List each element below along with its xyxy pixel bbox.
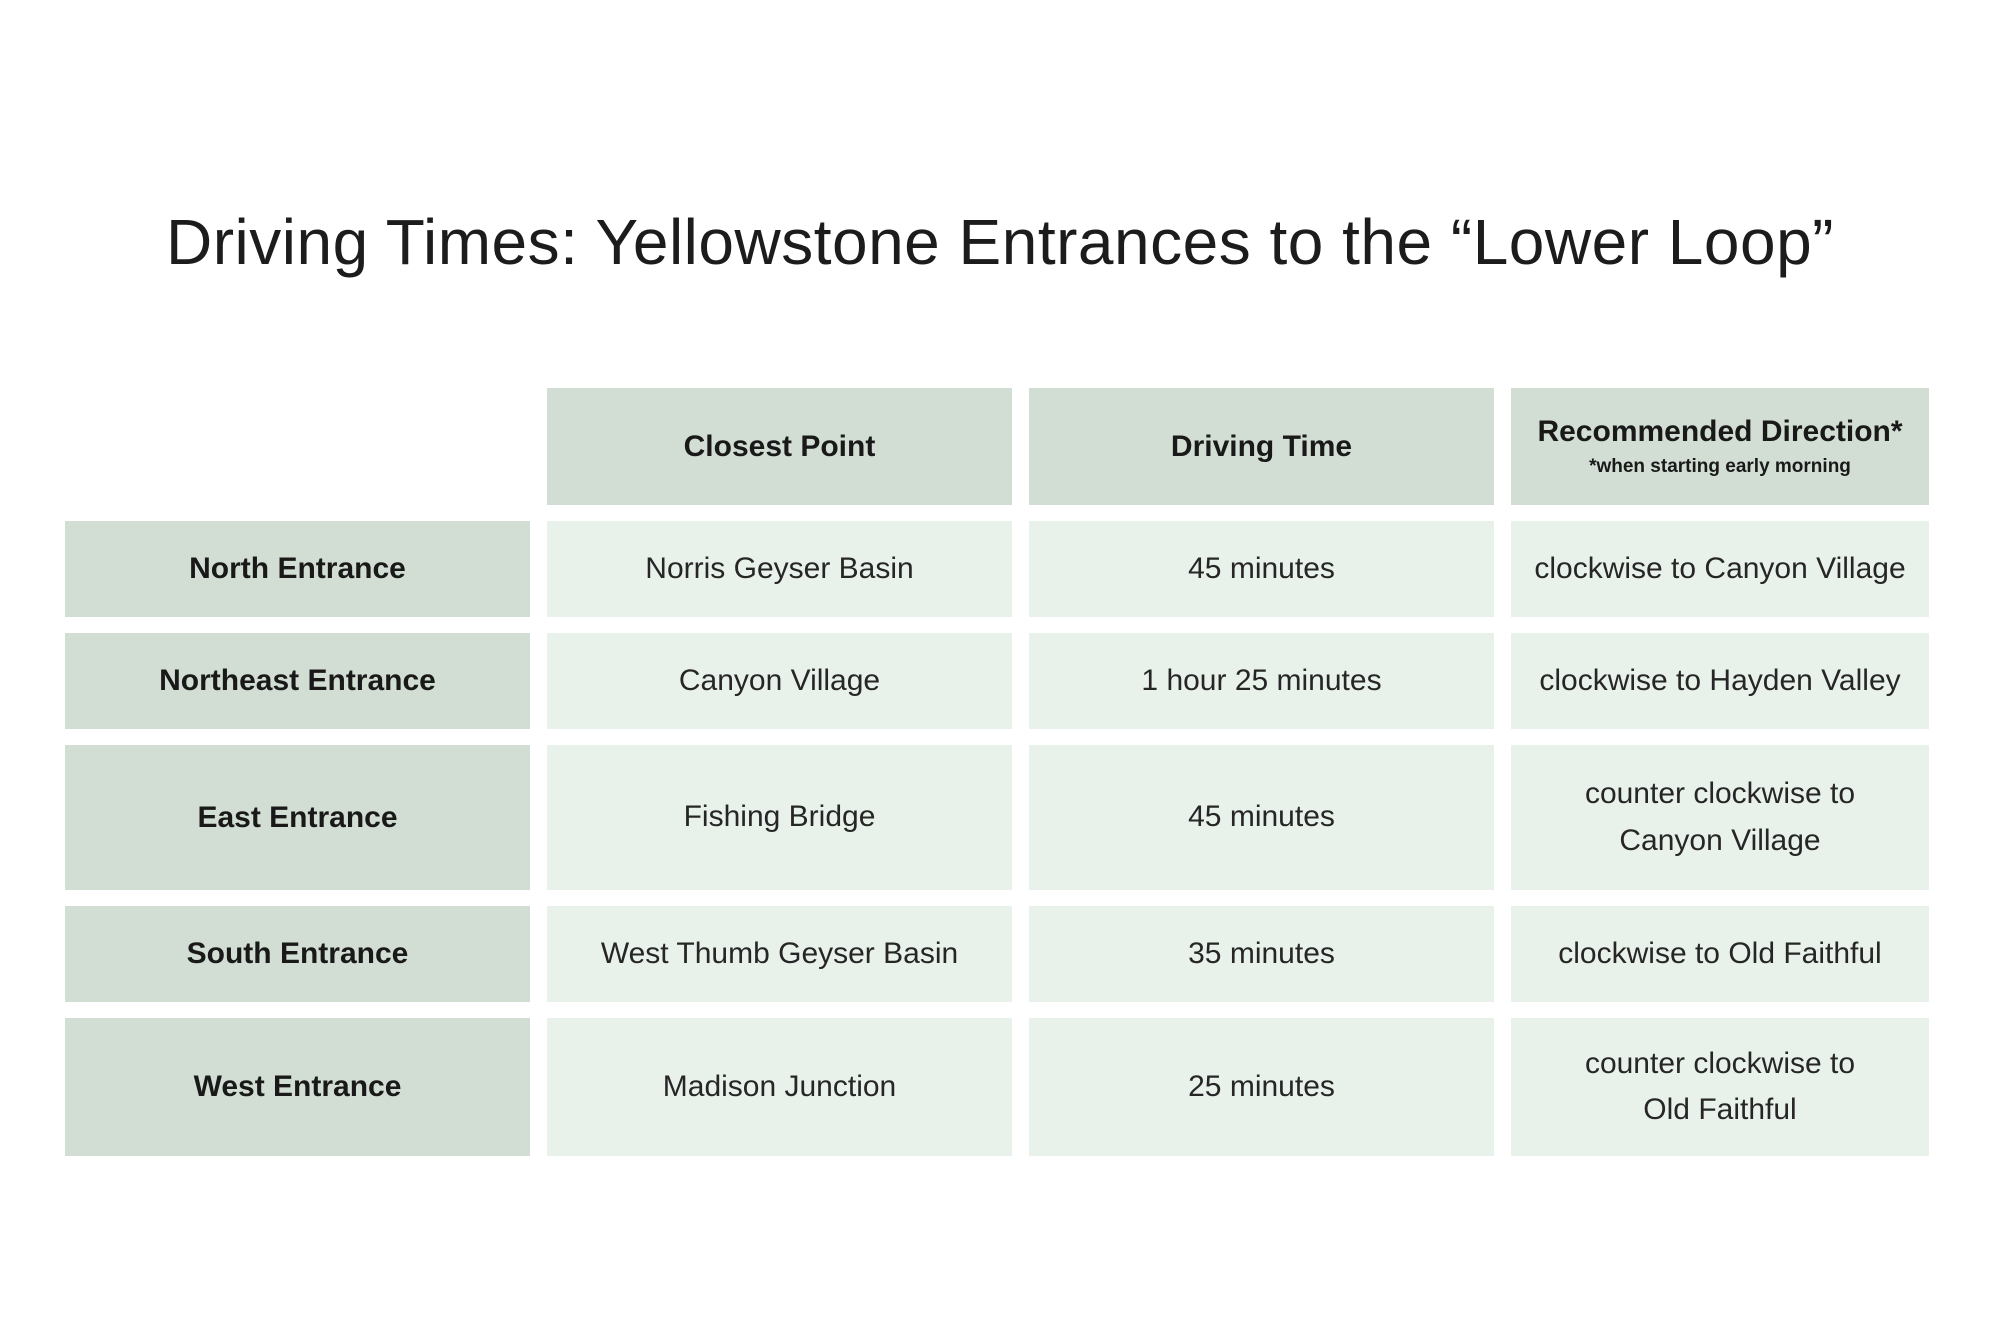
- row-header-northeast-entrance: Northeast Entrance: [65, 633, 530, 729]
- row-header-east-entrance: East Entrance: [65, 745, 530, 890]
- cell-east-closest-point: Fishing Bridge: [547, 745, 1012, 890]
- column-header-closest-point-label: Closest Point: [683, 429, 876, 463]
- row-header-south-entrance: South Entrance: [65, 906, 530, 1002]
- cell-north-driving-time: 45 minutes: [1029, 521, 1494, 617]
- cell-south-driving-time: 35 minutes: [1029, 906, 1494, 1002]
- direction-footnote: *when starting early morning: [1589, 456, 1851, 477]
- column-header-recommended-direction: Recommended Direction* *when starting ea…: [1511, 388, 1929, 505]
- column-header-driving-time-label: Driving Time: [1170, 429, 1353, 463]
- corner-spacer: [65, 388, 530, 505]
- cell-north-recommended-direction: clockwise to Canyon Village: [1511, 521, 1929, 617]
- cell-west-closest-point: Madison Junction: [547, 1018, 1012, 1156]
- column-header-driving-time: Driving Time: [1029, 388, 1494, 505]
- page-title: Driving Times: Yellowstone Entrances to …: [166, 206, 1834, 278]
- driving-times-table: Closest Point Driving Time Recommended D…: [65, 388, 1929, 1156]
- cell-northeast-recommended-direction: clockwise to Hayden Valley: [1511, 633, 1929, 729]
- column-header-closest-point: Closest Point: [547, 388, 1012, 505]
- row-header-west-entrance: West Entrance: [65, 1018, 530, 1156]
- row-header-north-entrance: North Entrance: [65, 521, 530, 617]
- cell-south-recommended-direction: clockwise to Old Faithful: [1511, 906, 1929, 1002]
- cell-west-driving-time: 25 minutes: [1029, 1018, 1494, 1156]
- cell-northeast-closest-point: Canyon Village: [547, 633, 1012, 729]
- column-header-recommended-direction-label: Recommended Direction*: [1537, 415, 1903, 448]
- cell-south-closest-point: West Thumb Geyser Basin: [547, 906, 1012, 1002]
- cell-east-recommended-direction: counter clockwise to Canyon Village: [1511, 745, 1929, 890]
- cell-northeast-driving-time: 1 hour 25 minutes: [1029, 633, 1494, 729]
- cell-north-closest-point: Norris Geyser Basin: [547, 521, 1012, 617]
- cell-west-recommended-direction: counter clockwise to Old Faithful: [1511, 1018, 1929, 1156]
- cell-east-driving-time: 45 minutes: [1029, 745, 1494, 890]
